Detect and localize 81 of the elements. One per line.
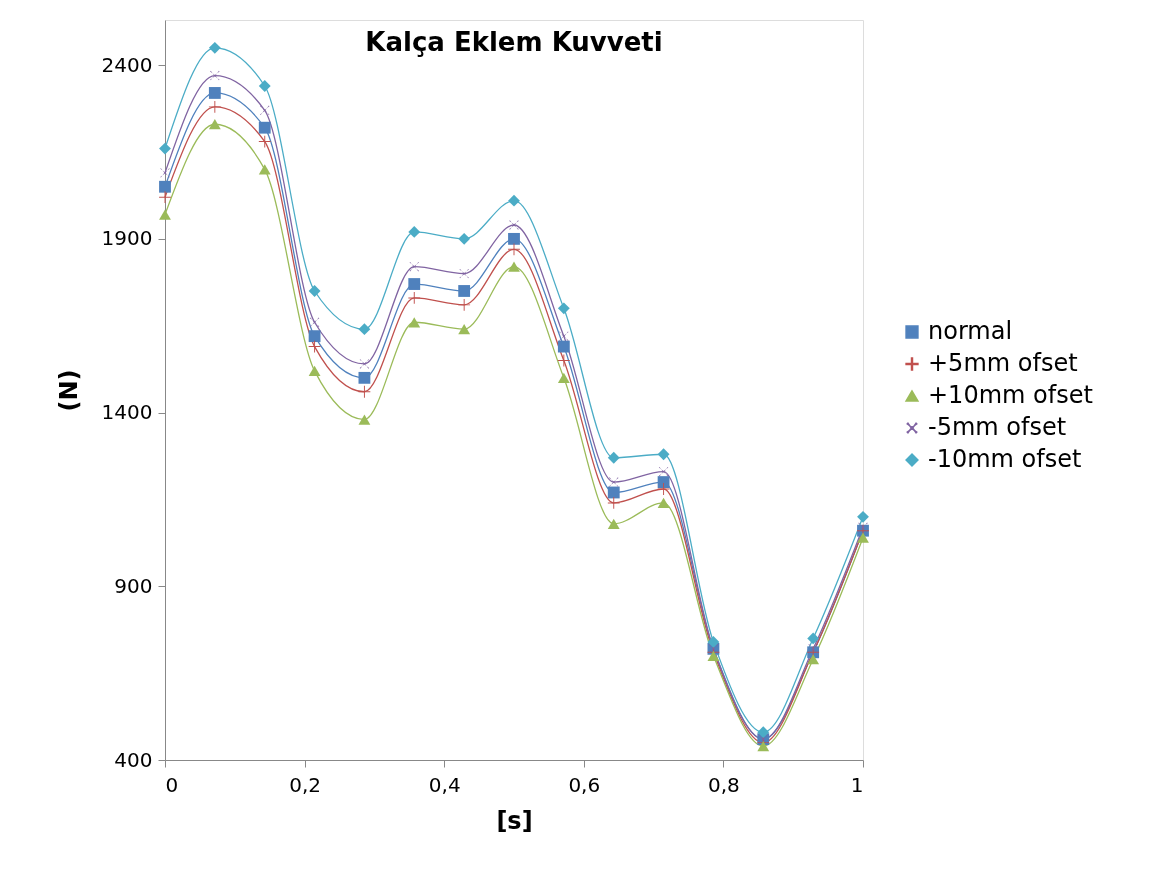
point xyxy=(557,340,570,353)
point xyxy=(609,477,619,487)
point xyxy=(508,232,520,245)
point xyxy=(557,354,570,367)
point xyxy=(159,209,171,220)
point xyxy=(358,371,371,384)
point xyxy=(408,226,421,238)
y-tick-label: 900 xyxy=(114,573,153,598)
point xyxy=(408,292,421,304)
point xyxy=(807,632,820,645)
point xyxy=(210,70,220,81)
x-axis-title: [s] xyxy=(496,806,533,835)
point xyxy=(358,385,371,398)
point xyxy=(258,121,271,134)
legend-label: normal xyxy=(928,317,1013,345)
point xyxy=(308,365,321,377)
point xyxy=(559,331,569,341)
point xyxy=(658,466,669,477)
point xyxy=(208,87,221,99)
point xyxy=(557,372,570,383)
x-tick-label: 0,2 xyxy=(289,772,322,797)
point xyxy=(208,41,221,54)
point xyxy=(607,451,620,464)
legend-label: -5mm ofset xyxy=(928,413,1067,441)
point xyxy=(208,119,221,130)
point xyxy=(358,414,371,425)
point xyxy=(607,496,620,509)
point xyxy=(160,168,170,178)
point xyxy=(458,232,471,245)
x-tick-label: 0,8 xyxy=(707,772,740,797)
point xyxy=(607,518,620,529)
legend-label: +10mm ofset xyxy=(928,381,1093,409)
point xyxy=(857,532,869,543)
point xyxy=(657,448,670,461)
x-tick-label: 0,6 xyxy=(568,772,601,797)
point xyxy=(757,726,770,739)
point xyxy=(408,278,421,290)
point xyxy=(807,654,820,665)
point xyxy=(458,285,471,297)
x-tick-label: 0 xyxy=(165,772,179,797)
point xyxy=(309,317,320,327)
point xyxy=(757,740,770,752)
point xyxy=(458,324,471,335)
point xyxy=(607,486,620,499)
point xyxy=(557,302,570,315)
point xyxy=(459,268,469,279)
point xyxy=(409,261,419,272)
point xyxy=(858,522,868,532)
point xyxy=(308,340,321,353)
legend-label: +5mm ofset xyxy=(928,349,1078,377)
point xyxy=(258,164,271,175)
point xyxy=(657,476,670,488)
y-tick-label: 1400 xyxy=(101,400,153,425)
point xyxy=(159,180,171,193)
y-tick-label: 400 xyxy=(114,747,153,772)
point xyxy=(707,635,720,648)
point xyxy=(808,644,818,654)
point xyxy=(359,359,370,369)
point xyxy=(159,142,171,155)
y-tick-label: 1900 xyxy=(101,226,153,251)
point xyxy=(707,650,720,661)
point xyxy=(657,497,670,509)
point xyxy=(509,220,519,230)
chart-title: Kalça Eklem Kuvveti xyxy=(365,27,663,57)
point xyxy=(308,285,321,297)
point xyxy=(458,298,471,311)
point xyxy=(508,194,520,207)
legend-label: -10mm ofset xyxy=(928,445,1082,473)
y-tick-label: 2400 xyxy=(101,52,153,77)
y-axis-title: (N) xyxy=(54,369,83,412)
point xyxy=(857,510,869,523)
point xyxy=(508,261,520,272)
point xyxy=(308,330,321,343)
x-tick-label: 1 xyxy=(850,772,864,797)
point xyxy=(260,105,270,116)
point xyxy=(258,135,271,148)
point xyxy=(358,323,371,336)
point xyxy=(208,100,221,113)
x-tick-label: 0,4 xyxy=(428,772,461,797)
point xyxy=(258,80,271,92)
point xyxy=(408,317,421,328)
